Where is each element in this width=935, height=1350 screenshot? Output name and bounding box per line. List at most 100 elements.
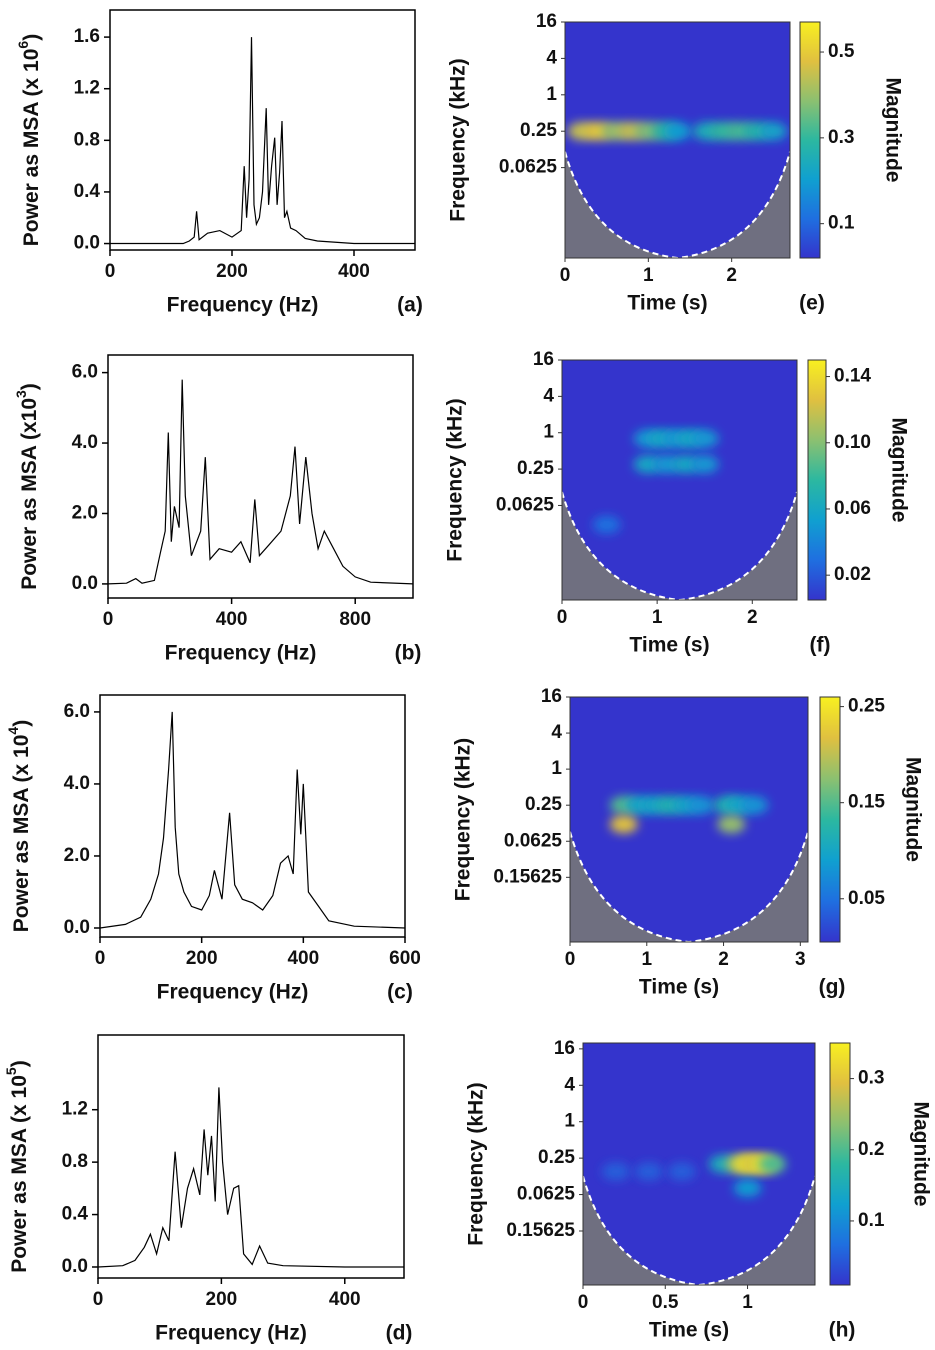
plot-frame — [97, 1034, 405, 1279]
y-tick-label: 4 — [551, 722, 562, 743]
hotspot — [592, 515, 621, 534]
colorbar-tick-label: 0.3 — [828, 127, 854, 148]
colorbar-tick-label: 0.3 — [858, 1068, 884, 1089]
x-tick-label: 2 — [726, 265, 737, 286]
colorbar-tick-label: 0.14 — [834, 366, 871, 387]
x-tick-label: 0 — [578, 1292, 589, 1313]
x-tick-label: 3 — [795, 949, 806, 970]
y-tick-label: 2.0 — [72, 502, 98, 523]
y-axis-label-exponent: 3 — [13, 390, 29, 398]
y-tick-label: 4 — [543, 385, 554, 406]
spectrum-line — [99, 711, 406, 929]
x-tick-label: 0 — [103, 609, 114, 630]
x-axis-label: Time (s) — [639, 976, 719, 999]
y-tick-label: 1.2 — [62, 1099, 88, 1120]
y-tick-label: 1 — [546, 84, 557, 105]
colorbar — [799, 21, 821, 259]
y-tick-label: 0.0625 — [504, 830, 563, 851]
hotspot — [663, 122, 692, 141]
spectrum-line — [110, 37, 415, 245]
panel-label: (d) — [386, 1322, 413, 1345]
scalogram — [583, 1043, 815, 1285]
hotspot — [759, 122, 788, 141]
cone-edge — [583, 1175, 815, 1285]
cone-edge — [565, 151, 790, 258]
panel-label: (b) — [395, 642, 422, 665]
y-tick-label: 4 — [564, 1074, 575, 1095]
cone-of-influence — [570, 831, 808, 942]
hotspot — [601, 1162, 630, 1181]
x-tick-label: 400 — [329, 1289, 361, 1310]
x-tick-label: 1 — [643, 265, 654, 286]
scalogram — [570, 697, 808, 942]
colorbar — [829, 1042, 851, 1286]
y-tick-label: 0.25 — [517, 458, 554, 479]
colorbar-tick-label: 0.02 — [834, 564, 871, 585]
colorbar-tick-label: 0.25 — [848, 696, 885, 717]
x-axis-label: Frequency (Hz) — [155, 1322, 307, 1345]
plot-frame — [109, 9, 416, 251]
colorbar — [807, 359, 827, 601]
x-tick-label: 600 — [389, 948, 421, 969]
y-tick-label: 0.0 — [74, 233, 100, 254]
scalogram-background — [562, 360, 797, 600]
x-axis-label: Time (s) — [627, 292, 707, 315]
y-tick-label: 1.2 — [74, 78, 100, 99]
y-tick-label: 16 — [536, 11, 557, 32]
colorbar-label: Magnitude — [887, 418, 910, 523]
y-axis-label-exponent: 5 — [3, 1067, 19, 1075]
scalogram — [565, 22, 790, 258]
y-tick-label: 0.15625 — [506, 1220, 575, 1241]
x-axis-label: Time (s) — [649, 1319, 729, 1342]
panel-label: (f) — [810, 634, 831, 657]
x-axis-label: Frequency (Hz) — [167, 294, 319, 317]
cone-of-influence — [562, 492, 797, 600]
y-tick-label: 6.0 — [64, 701, 90, 722]
scalogram-background — [570, 697, 808, 942]
y-tick-label: 2.0 — [64, 845, 90, 866]
cone-of-influence — [583, 1176, 815, 1285]
panel-label: (h) — [829, 1319, 856, 1342]
hotspot — [690, 455, 719, 474]
y-tick-label: 0.25 — [520, 120, 557, 141]
y-tick-label: 0.0625 — [517, 1184, 576, 1205]
hotspot — [733, 1179, 762, 1198]
y-tick-label: 0.25 — [538, 1147, 575, 1168]
x-tick-label: 0 — [557, 607, 568, 628]
y-tick-label: 1 — [564, 1111, 575, 1132]
y-tick-label: 16 — [541, 686, 562, 707]
y-axis-label: Power as MSA (x103) — [13, 383, 41, 590]
plot-frame — [564, 21, 791, 259]
y-axis-label-close: ) — [18, 383, 41, 390]
colorbar-label: Magnitude — [881, 78, 904, 183]
x-tick-label: 0 — [93, 1289, 104, 1310]
y-axis-label-close: ) — [10, 720, 33, 727]
y-axis-label-close: ) — [8, 1060, 31, 1067]
x-tick-label: 800 — [339, 609, 371, 630]
x-tick-label: 2 — [747, 607, 758, 628]
colorbar-label: Magnitude — [901, 757, 924, 862]
y-axis-label: Power as MSA (x 104) — [5, 720, 33, 932]
y-tick-label: 16 — [533, 349, 554, 370]
y-tick-label: 0.4 — [74, 181, 101, 202]
x-tick-label: 0 — [105, 261, 116, 282]
plot-frame — [561, 359, 798, 601]
colorbar-tick-label: 0.10 — [834, 432, 871, 453]
cone-edge — [562, 491, 797, 600]
hotspot — [758, 1155, 787, 1173]
y-axis-label: Frequency (kHz) — [465, 1082, 488, 1245]
spectrum-line — [107, 379, 414, 585]
colorbar-tick-label: 0.15 — [848, 792, 885, 813]
y-tick-label: 4.0 — [72, 432, 98, 453]
hotspot — [717, 815, 746, 834]
plot-frame — [107, 354, 414, 599]
hotspot — [634, 1162, 663, 1181]
x-axis-label: Time (s) — [629, 634, 709, 657]
y-tick-label: 0.25 — [525, 794, 562, 815]
y-tick-label: 0.0 — [64, 917, 90, 938]
x-axis-label: Frequency (Hz) — [157, 981, 309, 1004]
x-tick-label: 400 — [287, 948, 319, 969]
colorbar-tick-label: 0.05 — [848, 888, 885, 909]
y-axis-label-text: Power as MSA (x 10 — [20, 49, 43, 247]
